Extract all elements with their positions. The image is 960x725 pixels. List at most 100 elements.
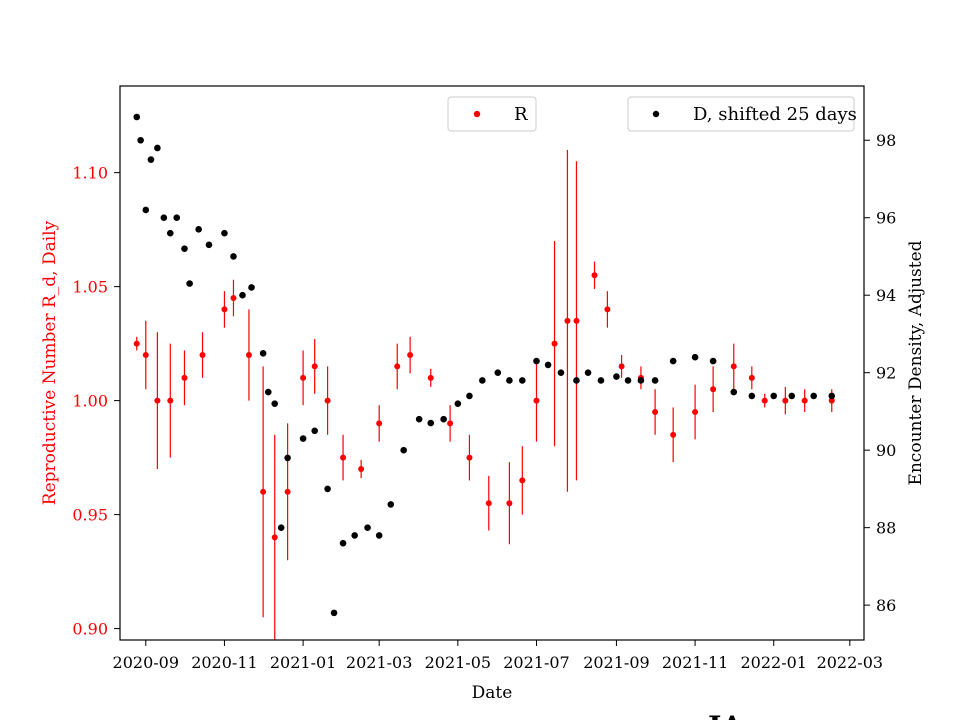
y-axis-left: 0.90 0.95 1.00 1.05 1.10 bbox=[72, 164, 120, 639]
x-tick-label: 2020-09 bbox=[113, 653, 179, 672]
d-point bbox=[709, 357, 717, 365]
d-point bbox=[730, 388, 738, 396]
d-point bbox=[142, 206, 150, 214]
d-point bbox=[221, 229, 228, 237]
x-tick-label: 2021-07 bbox=[503, 653, 569, 672]
r-point bbox=[221, 306, 228, 313]
d-point bbox=[195, 226, 202, 233]
r-point bbox=[358, 466, 365, 473]
r-point bbox=[519, 477, 526, 484]
d-point bbox=[770, 392, 778, 400]
r-point bbox=[311, 363, 318, 370]
r-point bbox=[245, 352, 252, 359]
d-point bbox=[186, 280, 193, 287]
y-right-tick-label: 96 bbox=[876, 209, 896, 228]
r-point bbox=[506, 500, 513, 507]
d-point bbox=[613, 373, 620, 380]
r-point bbox=[133, 340, 140, 347]
legend-r-marker bbox=[473, 110, 481, 118]
y-right-tick-label: 86 bbox=[876, 596, 896, 615]
r-point bbox=[748, 374, 755, 381]
r-point bbox=[710, 386, 717, 393]
d-point bbox=[788, 392, 796, 400]
x-tick-label: 2022-01 bbox=[740, 653, 806, 672]
x-tick-label: 2021-03 bbox=[346, 653, 412, 672]
x-tick-label: 2021-05 bbox=[425, 653, 491, 672]
d-point bbox=[466, 392, 473, 400]
legend-d-marker bbox=[652, 110, 660, 118]
r-point bbox=[782, 397, 789, 404]
legend-d-label: D, shifted 25 days bbox=[693, 104, 857, 125]
x-tick-label: 2021-11 bbox=[662, 653, 728, 672]
d-point bbox=[440, 415, 447, 423]
r-point bbox=[181, 374, 188, 381]
d-point bbox=[154, 144, 161, 152]
d-point bbox=[299, 435, 307, 442]
d-series bbox=[133, 113, 836, 617]
y-right-tick-label: 88 bbox=[876, 519, 896, 538]
r-point bbox=[485, 500, 492, 507]
x-tick-label: 2021-09 bbox=[583, 653, 649, 672]
r-point bbox=[167, 397, 174, 404]
d-point bbox=[339, 539, 347, 547]
d-point bbox=[828, 392, 836, 400]
r-point bbox=[730, 363, 737, 370]
d-point bbox=[248, 284, 255, 291]
d-point bbox=[330, 609, 338, 617]
d-point bbox=[364, 524, 371, 531]
d-point bbox=[375, 532, 383, 539]
d-point bbox=[454, 400, 462, 407]
r-point bbox=[618, 363, 625, 370]
legend-d: D, shifted 25 days bbox=[627, 96, 857, 132]
y-right-tick-label: 90 bbox=[876, 441, 896, 460]
legend-d-box bbox=[627, 96, 855, 132]
d-point bbox=[557, 369, 565, 376]
d-point bbox=[351, 532, 358, 539]
r-point bbox=[142, 352, 149, 359]
y-axis-left-label: Reproductive Number R_d, Daily bbox=[40, 220, 60, 505]
r-point bbox=[427, 374, 434, 381]
x-tick-label: 2020-11 bbox=[191, 653, 257, 672]
r-point bbox=[533, 397, 540, 404]
r-point bbox=[407, 352, 414, 359]
r-point bbox=[271, 534, 278, 541]
y-right-tick-label: 94 bbox=[876, 286, 896, 305]
d-point bbox=[519, 377, 526, 384]
r-point bbox=[692, 409, 699, 416]
r-point bbox=[324, 397, 331, 404]
y-left-tick-label: 0.90 bbox=[72, 620, 108, 639]
d-point bbox=[810, 392, 818, 400]
r-point bbox=[828, 397, 835, 404]
d-point bbox=[239, 291, 246, 299]
r-point bbox=[284, 488, 291, 495]
r-point bbox=[466, 454, 473, 461]
d-point bbox=[387, 501, 395, 508]
r-point bbox=[300, 374, 307, 381]
d-point bbox=[160, 214, 168, 222]
r-point bbox=[230, 295, 237, 302]
d-point bbox=[415, 415, 423, 423]
watermark-text: JA bbox=[705, 710, 744, 720]
r-point bbox=[551, 340, 558, 347]
d-point bbox=[133, 113, 141, 121]
d-point bbox=[230, 253, 237, 260]
d-point bbox=[264, 388, 272, 396]
r-point bbox=[376, 420, 383, 427]
d-point bbox=[205, 241, 213, 249]
y-right-tick-label: 98 bbox=[876, 131, 896, 150]
d-point bbox=[651, 377, 659, 384]
r-point bbox=[573, 317, 580, 324]
d-point bbox=[427, 419, 435, 427]
legend-r-box bbox=[447, 96, 537, 132]
d-point bbox=[748, 392, 756, 400]
d-point bbox=[137, 136, 144, 144]
d-point bbox=[624, 377, 632, 384]
d-point bbox=[173, 214, 181, 222]
x-tick-label: 2022-03 bbox=[817, 653, 883, 672]
r-point bbox=[154, 397, 161, 404]
r-point bbox=[199, 352, 206, 359]
r-point bbox=[761, 397, 768, 404]
d-point bbox=[597, 377, 605, 384]
legend-r: R bbox=[447, 96, 537, 132]
